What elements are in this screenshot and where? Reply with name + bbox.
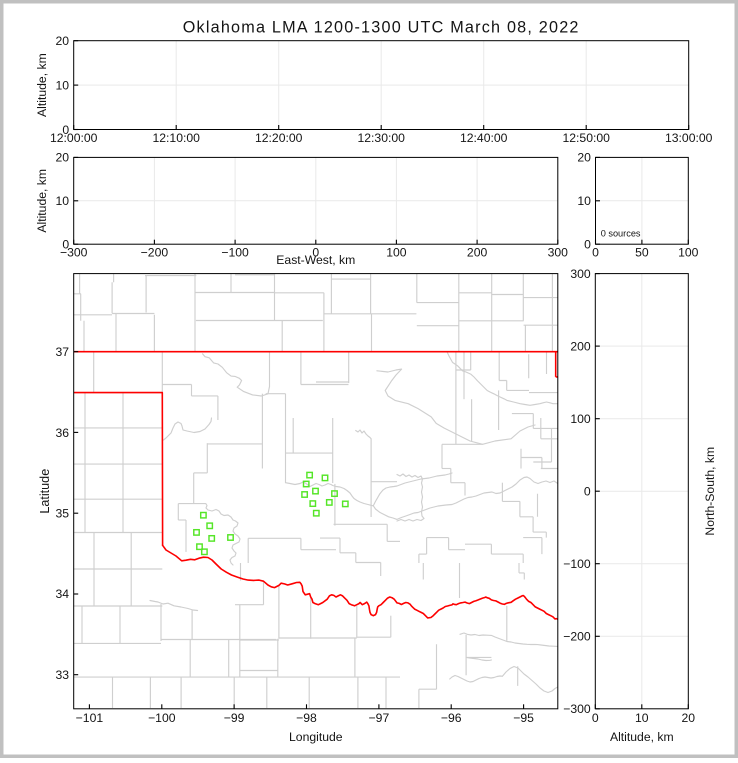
svg-text:−200: −200 — [563, 630, 591, 644]
svg-text:12:30:00: 12:30:00 — [357, 131, 405, 145]
svg-text:Latitude: Latitude — [38, 469, 52, 514]
svg-text:12:10:00: 12:10:00 — [152, 131, 200, 145]
svg-text:20: 20 — [56, 34, 70, 48]
svg-text:0: 0 — [312, 246, 319, 260]
svg-text:Longitude: Longitude — [289, 730, 343, 744]
svg-text:200: 200 — [467, 246, 488, 260]
svg-text:0: 0 — [592, 711, 599, 725]
svg-text:12:00:00: 12:00:00 — [50, 131, 98, 145]
svg-text:100: 100 — [570, 412, 591, 426]
svg-text:33: 33 — [56, 668, 70, 682]
svg-text:−300: −300 — [563, 702, 591, 716]
svg-text:12:20:00: 12:20:00 — [255, 131, 303, 145]
svg-text:−95: −95 — [513, 711, 534, 725]
svg-text:0: 0 — [592, 246, 599, 260]
svg-text:100: 100 — [386, 246, 407, 260]
svg-text:13:00:00: 13:00:00 — [665, 131, 713, 145]
svg-text:−101: −101 — [76, 711, 104, 725]
svg-text:37: 37 — [56, 345, 70, 359]
svg-text:−97: −97 — [369, 711, 390, 725]
svg-text:North-South, km: North-South, km — [703, 447, 717, 536]
svg-text:−200: −200 — [141, 246, 169, 260]
svg-text:Oklahoma LMA 1200-1300 UTC Mar: Oklahoma LMA 1200-1300 UTC March 08, 202… — [183, 18, 580, 36]
svg-text:300: 300 — [548, 246, 569, 260]
svg-text:35: 35 — [56, 507, 70, 521]
svg-text:East-West, km: East-West, km — [276, 253, 355, 267]
svg-text:−99: −99 — [224, 711, 245, 725]
svg-text:0: 0 — [584, 238, 591, 252]
svg-text:12:50:00: 12:50:00 — [562, 131, 610, 145]
svg-text:Altitude, km: Altitude, km — [610, 730, 674, 744]
svg-text:0: 0 — [62, 123, 69, 137]
svg-text:34: 34 — [56, 587, 70, 601]
svg-text:36: 36 — [56, 426, 70, 440]
svg-text:0: 0 — [584, 485, 591, 499]
svg-text:0 sources: 0 sources — [601, 229, 641, 239]
svg-text:10: 10 — [635, 711, 649, 725]
svg-text:−100: −100 — [221, 246, 249, 260]
svg-text:12:40:00: 12:40:00 — [460, 131, 508, 145]
svg-text:10: 10 — [56, 78, 70, 92]
svg-text:20: 20 — [577, 151, 591, 165]
svg-text:100: 100 — [678, 246, 699, 260]
svg-text:200: 200 — [570, 339, 591, 353]
svg-text:−300: −300 — [60, 246, 88, 260]
svg-text:−98: −98 — [296, 711, 317, 725]
svg-text:−100: −100 — [563, 557, 591, 571]
svg-text:Altitude, km: Altitude, km — [35, 169, 49, 233]
svg-text:−100: −100 — [148, 711, 176, 725]
svg-text:−96: −96 — [441, 711, 462, 725]
svg-text:0: 0 — [62, 238, 69, 252]
svg-text:300: 300 — [570, 267, 591, 281]
svg-text:50: 50 — [635, 246, 649, 260]
svg-text:20: 20 — [682, 711, 696, 725]
svg-text:10: 10 — [577, 194, 591, 208]
svg-text:20: 20 — [56, 151, 70, 165]
svg-text:10: 10 — [56, 194, 70, 208]
svg-text:Altitude, km: Altitude, km — [35, 53, 49, 117]
